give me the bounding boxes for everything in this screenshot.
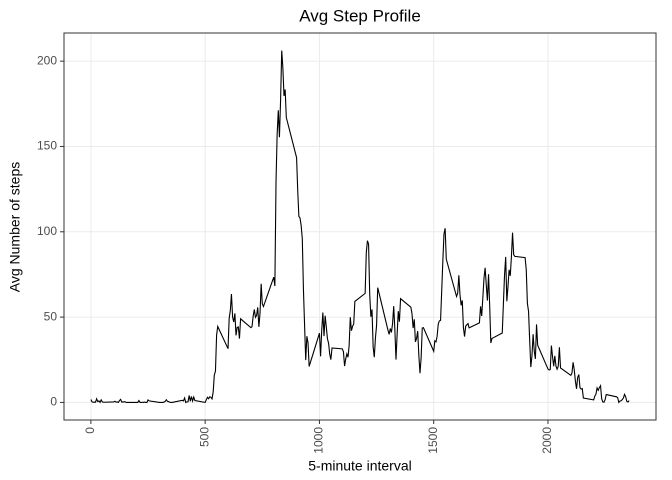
panel-border [63, 32, 657, 421]
y-tick-label: 150 [37, 139, 57, 153]
x-tick-label: 1500 [426, 427, 440, 454]
y-axis-label: Avg Number of steps [7, 162, 23, 292]
x-tick-label: 1000 [312, 427, 326, 454]
y-tick-label: 50 [44, 309, 58, 323]
y-tick-label: 0 [50, 395, 57, 409]
x-tick-label: 500 [197, 427, 211, 447]
x-tick-label: 2000 [540, 427, 554, 454]
x-axis-label: 5-minute interval [308, 458, 412, 474]
y-tick-label: 200 [37, 53, 57, 67]
y-tick-label: 100 [37, 224, 57, 238]
x-tick-label: 0 [83, 427, 97, 434]
chart-title: Avg Step Profile [299, 6, 421, 25]
data-line [90, 50, 630, 404]
